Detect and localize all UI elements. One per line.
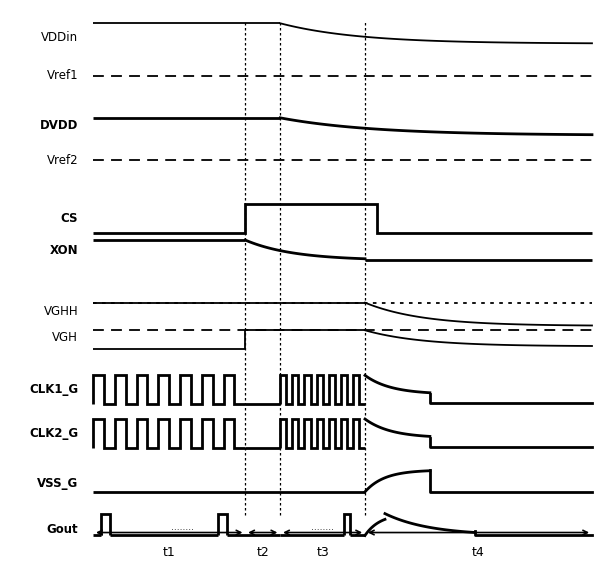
- Text: CLK1_G: CLK1_G: [29, 384, 78, 396]
- Text: CLK2_G: CLK2_G: [29, 427, 78, 440]
- Text: Vref2: Vref2: [46, 154, 78, 166]
- Text: t3: t3: [316, 546, 329, 559]
- Text: t1: t1: [163, 546, 175, 559]
- Text: XON: XON: [49, 244, 78, 257]
- Text: Gout: Gout: [46, 523, 78, 536]
- Text: t2: t2: [257, 546, 269, 559]
- Text: t4: t4: [472, 546, 485, 559]
- Text: VSS_G: VSS_G: [37, 477, 78, 489]
- Text: ........: ........: [311, 523, 334, 533]
- Text: VDDin: VDDin: [41, 31, 78, 44]
- Text: VGH: VGH: [52, 331, 78, 344]
- Text: VGHH: VGHH: [43, 305, 78, 318]
- Text: CS: CS: [61, 212, 78, 225]
- Text: Vref1: Vref1: [46, 69, 78, 82]
- Text: ........: ........: [171, 523, 195, 533]
- Text: DVDD: DVDD: [40, 119, 78, 132]
